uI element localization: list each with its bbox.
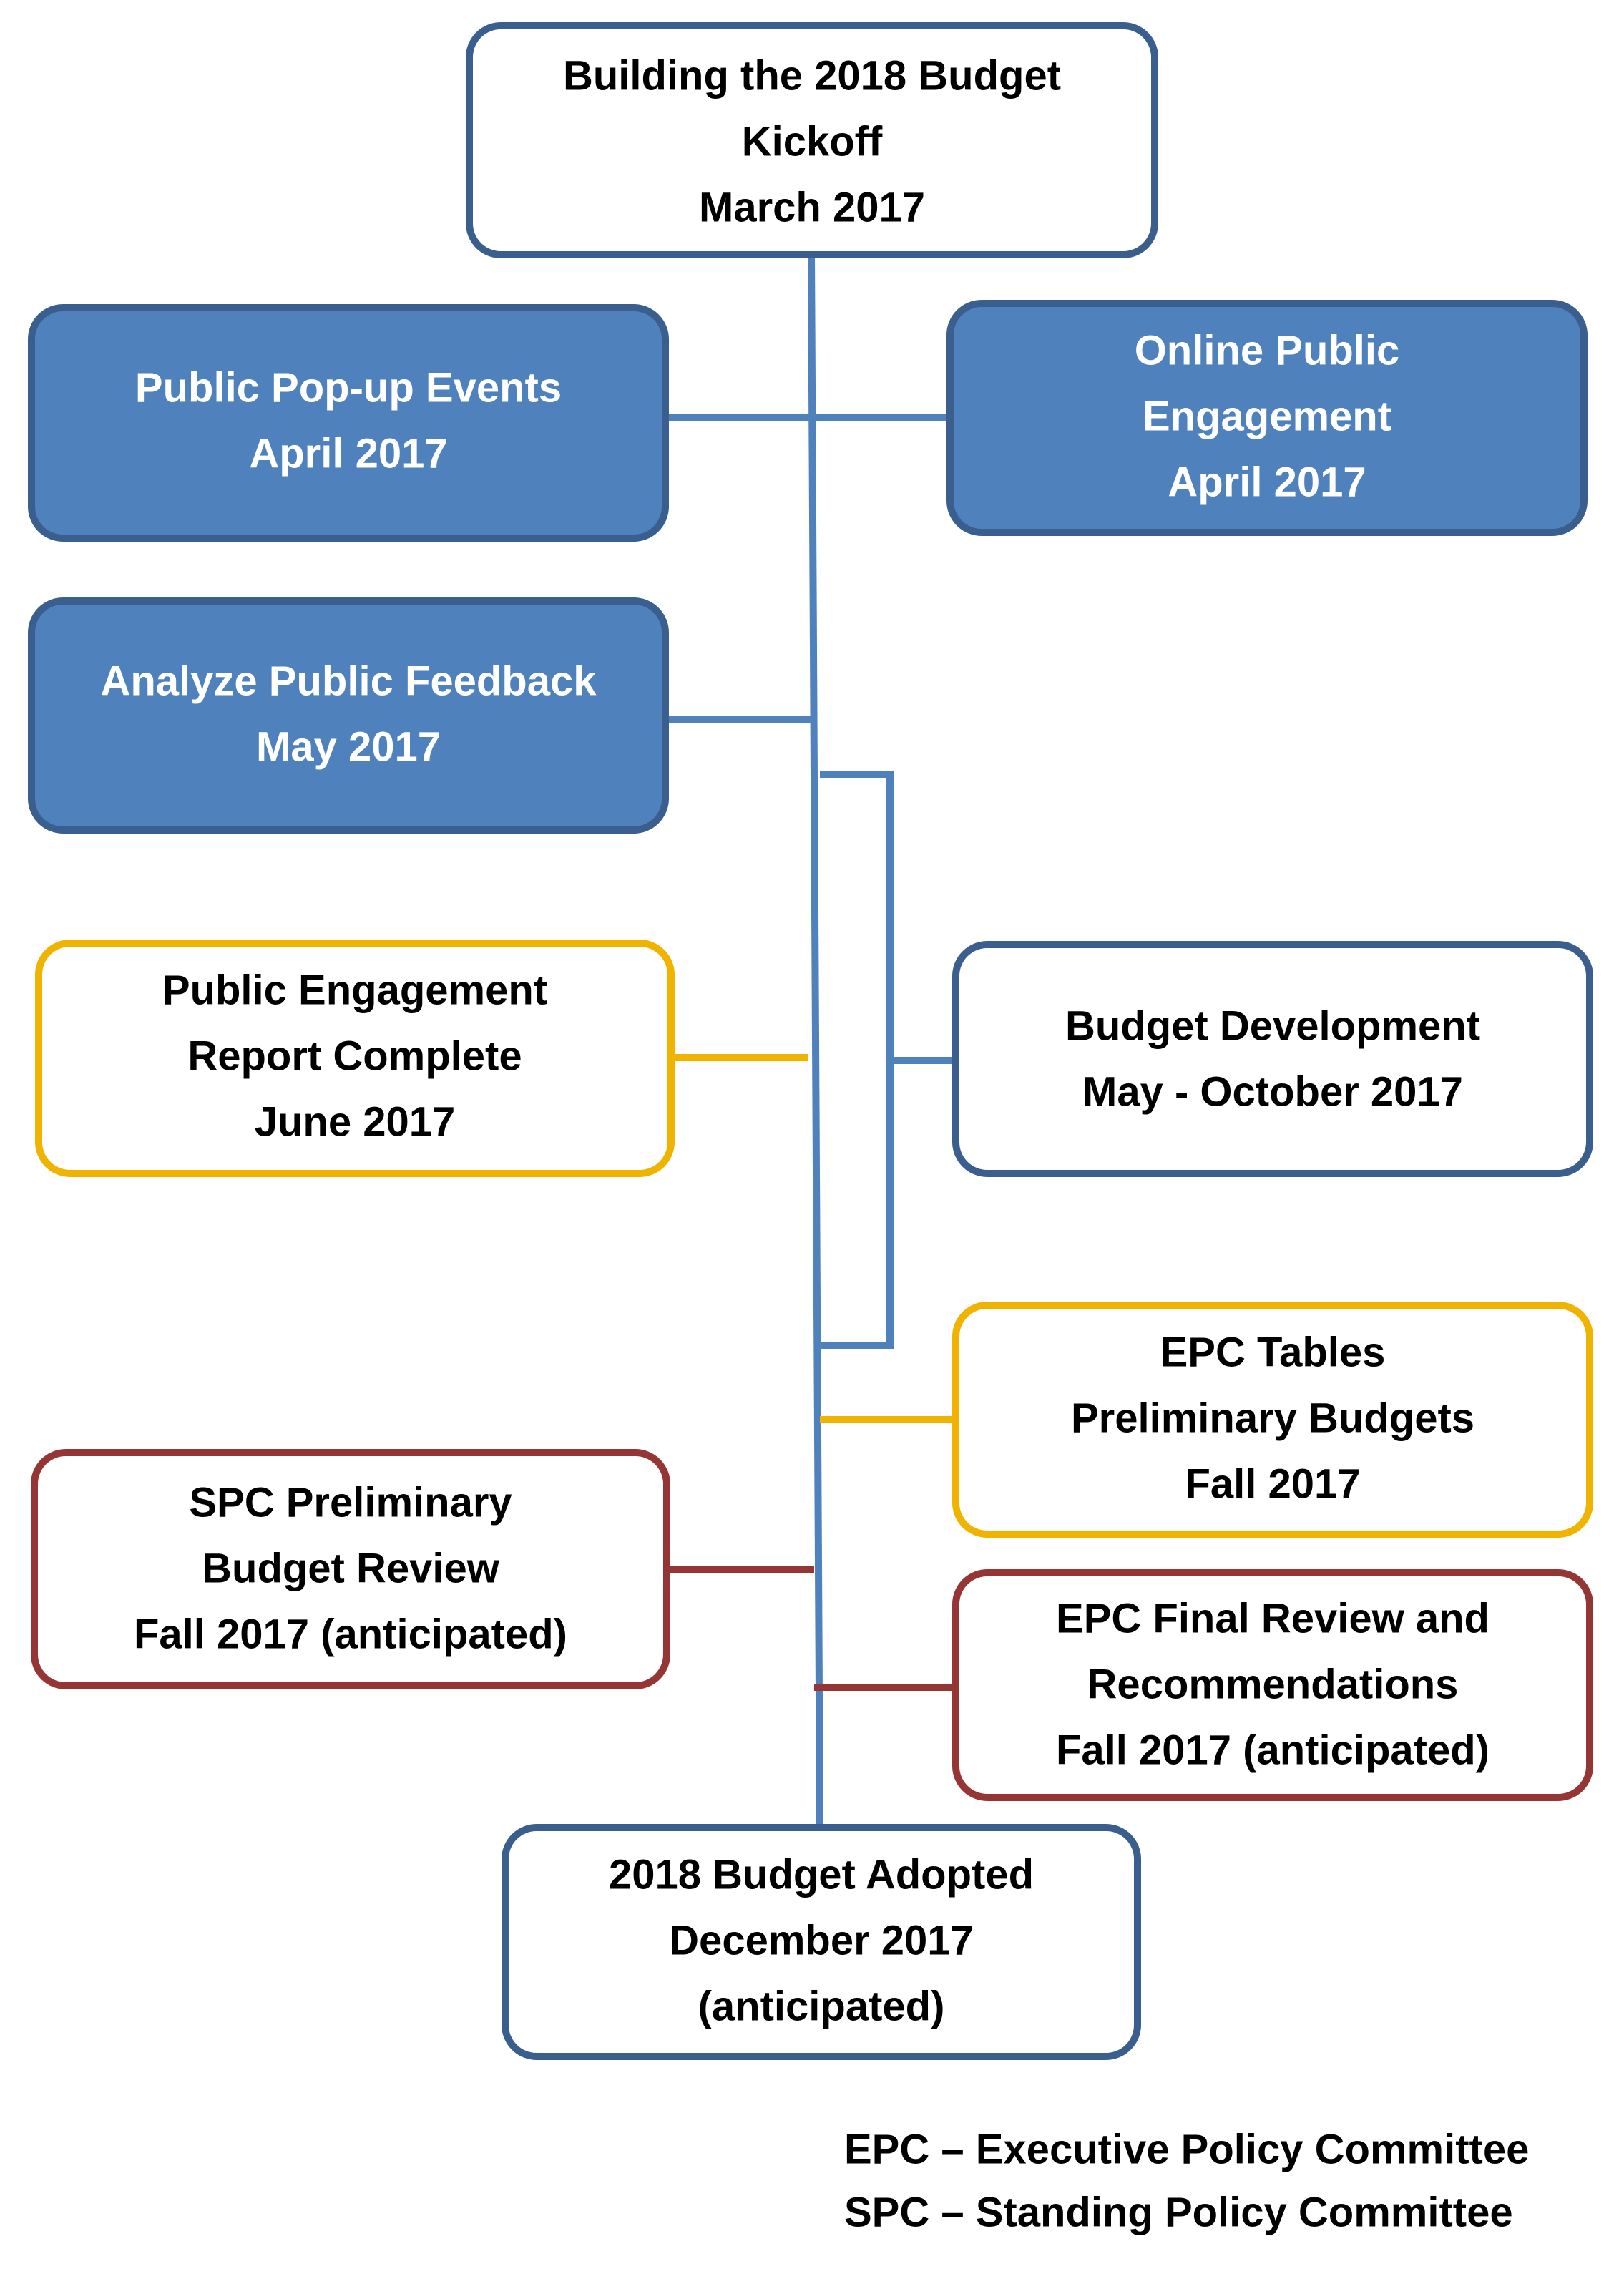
- node-label: Preliminary Budgets: [1071, 1395, 1474, 1441]
- node-label: 2018 Budget Adopted: [609, 1851, 1034, 1898]
- node-label: Public Engagement: [162, 967, 547, 1013]
- node-label: Engagement: [1143, 393, 1391, 439]
- node-label: EPC Tables: [1160, 1329, 1386, 1375]
- node-box: [31, 1449, 670, 1689]
- node-label: Fall 2017 (anticipated): [134, 1611, 567, 1657]
- node-label: Kickoff: [742, 118, 883, 165]
- node-label: Recommendations: [1087, 1661, 1459, 1707]
- legend-line: SPC – Standing Policy Committee: [844, 2189, 1513, 2235]
- node: Analyze Public Feedback May 2017: [28, 597, 669, 834]
- node-box: [952, 941, 1593, 1177]
- node-box: [946, 300, 1588, 536]
- node: 2018 Budget Adopted December 2017 (anticip…: [502, 1824, 1141, 2060]
- node-label: Budget Development: [1065, 1002, 1480, 1049]
- node-label: EPC Final Review and: [1056, 1595, 1490, 1641]
- node: Building the 2018 Budget Kickoff March 201…: [466, 22, 1158, 258]
- node: Online Public Engagement April 2017: [946, 300, 1588, 536]
- node: SPC Preliminary Budget Review Fall 2017 (a…: [31, 1449, 670, 1689]
- node-label: Fall 2017 (anticipated): [1056, 1727, 1490, 1773]
- node: Public Pop-up Events April 2017: [28, 304, 669, 542]
- node-label: June 2017: [255, 1098, 456, 1145]
- node-label: December 2017: [669, 1917, 974, 1963]
- node-box: [952, 1569, 1593, 1801]
- node-box: [466, 22, 1158, 258]
- node-label: Budget Review: [202, 1545, 500, 1591]
- node-label: April 2017: [249, 430, 447, 477]
- legend-line: EPC – Executive Policy Committee: [844, 2126, 1529, 2172]
- node-label: Building the 2018 Budget: [563, 52, 1061, 99]
- node-label: Online Public: [1135, 327, 1400, 374]
- node: Public Engagement Report Complete June 201…: [35, 940, 675, 1177]
- node: EPC Tables Preliminary Budgets Fall 2017: [952, 1302, 1593, 1538]
- node-label: SPC Preliminary: [189, 1479, 512, 1526]
- node-box: [28, 304, 669, 542]
- connectors: [665, 254, 956, 1828]
- timeline-spine: [808, 254, 823, 1828]
- node-label: May 2017: [256, 723, 441, 770]
- node-box: [28, 597, 669, 834]
- node: EPC Final Review and Recommendations Fall …: [952, 1569, 1593, 1801]
- node-label: April 2017: [1168, 459, 1366, 505]
- node: Budget Development May - October 2017: [952, 941, 1593, 1177]
- node-label: May - October 2017: [1082, 1068, 1463, 1115]
- bracket: [820, 771, 894, 1349]
- node-label: Public Pop-up Events: [135, 364, 562, 411]
- node-box: [502, 1824, 1141, 2060]
- node-label: March 2017: [699, 184, 925, 230]
- node-label: Fall 2017: [1185, 1460, 1360, 1507]
- node-label: Analyze Public Feedback: [100, 658, 597, 704]
- node-box: [952, 1302, 1593, 1538]
- node-label: Report Complete: [187, 1033, 522, 1079]
- node-label: (anticipated): [698, 1983, 945, 2029]
- node-box: [35, 940, 675, 1177]
